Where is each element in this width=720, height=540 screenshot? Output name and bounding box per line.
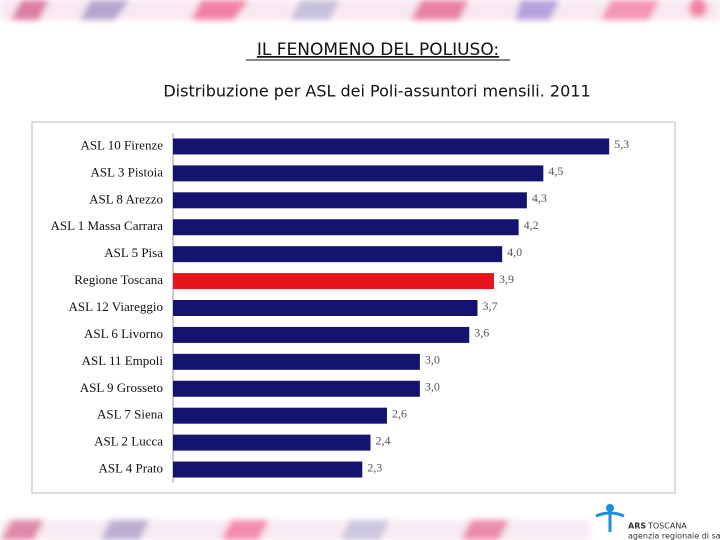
- y-tick-label: ASL 11 Empoli: [82, 353, 164, 368]
- bar: [173, 326, 470, 343]
- value-label: 3,6: [474, 326, 489, 340]
- bar: [173, 138, 610, 155]
- bar: [173, 434, 371, 451]
- value-label: 4,5: [548, 164, 563, 178]
- bar: [173, 273, 494, 290]
- logo-name: ARS: [628, 522, 646, 531]
- bottom-band: [0, 520, 590, 540]
- logo-icon: [606, 504, 614, 512]
- y-tick-label: ASL 7 Siena: [97, 407, 163, 422]
- bar: [173, 380, 420, 397]
- value-label: 4,3: [532, 191, 547, 205]
- y-tick-label: ASL 12 Viareggio: [68, 299, 163, 314]
- value-label: 2,3: [367, 460, 382, 474]
- value-label: 2,4: [376, 433, 391, 447]
- y-tick-label: ASL 5 Pisa: [104, 245, 163, 260]
- y-tick-label: ASL 1 Massa Carrara: [50, 218, 163, 233]
- bar: [173, 461, 363, 478]
- y-tick-label: Regione Toscana: [74, 272, 163, 287]
- y-tick-label: ASL 9 Grosseto: [80, 380, 163, 395]
- bar: [173, 219, 519, 236]
- bar: [173, 353, 420, 370]
- chart-subtitle: Distribuzione per ASL dei Poli-assuntori…: [163, 82, 590, 101]
- bar: [173, 300, 478, 316]
- logo: ARS TOSCANA agenzia regionale di sanità: [595, 504, 720, 540]
- y-tick-label: ASL 3 Pistoia: [91, 164, 164, 179]
- logo-icon: [595, 511, 625, 532]
- y-tick-label: ASL 2 Lucca: [94, 434, 163, 449]
- logo-tagline: agenzia regionale di sanità: [628, 532, 720, 540]
- bar: [173, 165, 544, 182]
- chart-title: IL FENOMENO DEL POLIUSO:: [257, 40, 499, 60]
- value-label: 5,3: [614, 137, 629, 151]
- value-label: 3,9: [499, 272, 514, 286]
- top-band: [0, 0, 720, 20]
- y-tick-label: ASL 4 Prato: [98, 461, 163, 476]
- value-label: 4,2: [524, 218, 539, 232]
- bar: [173, 246, 503, 263]
- value-label: 3,0: [425, 380, 440, 394]
- y-tick-label: ASL 10 Firenze: [80, 137, 163, 152]
- value-label: 4,0: [507, 245, 522, 259]
- logo-name: TOSCANA: [647, 522, 687, 531]
- bar: [173, 192, 527, 209]
- bar: [173, 407, 387, 424]
- value-label: 2,6: [392, 406, 407, 420]
- value-label: 3,0: [425, 353, 440, 367]
- value-label: 3,7: [482, 299, 497, 313]
- y-tick-label: ASL 6 Livorno: [84, 326, 163, 341]
- y-tick-label: ASL 8 Arezzo: [89, 191, 163, 206]
